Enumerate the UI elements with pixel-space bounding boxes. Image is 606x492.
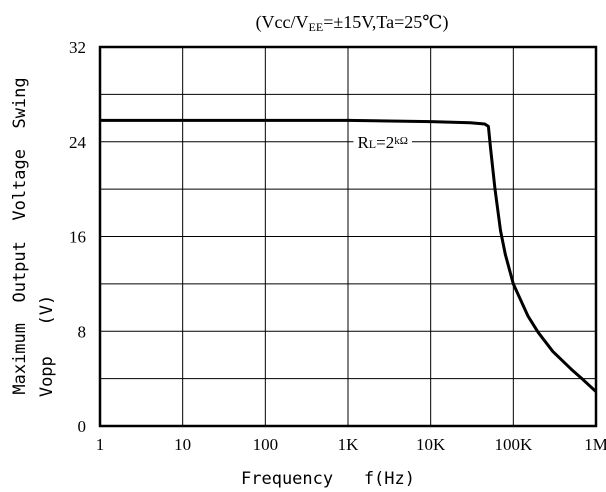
x-axis-label: Frequency f(Hz) <box>241 469 415 489</box>
x-tick-label: 10K <box>416 435 446 454</box>
series-label-unit: kΩ <box>394 135 408 147</box>
x-tick-label: 100 <box>253 435 279 454</box>
series-label-background <box>353 131 412 153</box>
y-axis-label-line2: Vopp (V) <box>37 295 57 397</box>
y-tick-label: 8 <box>78 322 87 341</box>
grid-lines <box>100 47 596 426</box>
chart-title-sub: EE <box>309 20 324 34</box>
y-tick-label: 16 <box>69 228 86 247</box>
y-tick-labels: 0 8 16 24 32 <box>69 38 87 436</box>
series-label-value: =2 <box>376 133 394 152</box>
x-tick-label: 1M <box>584 435 606 454</box>
series-label: RL=2kΩ <box>357 133 407 152</box>
series-label-r: R <box>357 133 369 152</box>
y-tick-label: 32 <box>69 38 86 57</box>
x-tick-label: 100K <box>494 435 533 454</box>
series-line-rl-2k <box>100 118 598 393</box>
series-label-sub: L <box>369 137 376 151</box>
plot-frame <box>98 45 598 428</box>
x-tick-label: 1 <box>96 435 105 454</box>
chart-title-post: =±15V,Ta=25℃) <box>323 12 448 33</box>
y-axis-label-line1: Maximum Output Voltage Swing <box>10 77 30 394</box>
x-tick-label: 10 <box>174 435 191 454</box>
chart-title: (Vcc/VEE=±15V,Ta=25℃) <box>256 12 449 34</box>
y-tick-label: 24 <box>69 133 87 152</box>
x-tick-labels: 1 10 100 1K 10K 100K 1M <box>96 435 606 454</box>
y-tick-label: 0 <box>78 417 87 436</box>
chart-title-pre: (Vcc/V <box>256 12 309 33</box>
x-tick-label: 1K <box>338 435 360 454</box>
